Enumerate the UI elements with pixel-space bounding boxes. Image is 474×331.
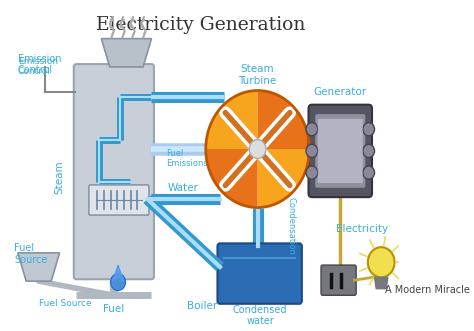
FancyBboxPatch shape: [89, 185, 149, 215]
Circle shape: [363, 144, 374, 158]
Text: Generator: Generator: [314, 87, 367, 97]
Text: A Modern Miracle: A Modern Miracle: [385, 285, 470, 295]
Wedge shape: [206, 90, 257, 149]
Circle shape: [363, 166, 374, 179]
Text: Fuel
Emissions: Fuel Emissions: [166, 149, 208, 168]
Polygon shape: [18, 253, 60, 281]
Wedge shape: [257, 90, 310, 149]
Text: Electricity Generation: Electricity Generation: [96, 16, 305, 34]
Polygon shape: [374, 277, 388, 289]
Circle shape: [306, 166, 318, 179]
Text: Condensed
water: Condensed water: [233, 305, 287, 326]
Text: Electricity: Electricity: [336, 224, 388, 234]
FancyBboxPatch shape: [318, 119, 363, 183]
FancyBboxPatch shape: [218, 243, 302, 304]
Text: Condensation: Condensation: [287, 197, 296, 256]
Polygon shape: [101, 39, 152, 67]
Text: Fuel: Fuel: [103, 304, 125, 314]
Wedge shape: [206, 149, 257, 208]
Circle shape: [110, 274, 126, 291]
Text: Steam
Turbine: Steam Turbine: [238, 64, 277, 86]
Text: Fuel
Source: Fuel Source: [15, 243, 48, 265]
FancyBboxPatch shape: [74, 64, 154, 279]
Text: Emission
Control: Emission Control: [18, 57, 58, 76]
Text: Steam: Steam: [55, 161, 64, 194]
Polygon shape: [112, 265, 124, 282]
Wedge shape: [257, 149, 310, 208]
Circle shape: [363, 122, 374, 136]
Text: Emission
Control: Emission Control: [18, 54, 61, 75]
Text: Fuel Source: Fuel Source: [39, 299, 91, 308]
FancyBboxPatch shape: [321, 265, 356, 295]
Circle shape: [306, 144, 318, 158]
Text: Water: Water: [167, 183, 198, 193]
Text: Boiler: Boiler: [187, 301, 217, 311]
FancyBboxPatch shape: [315, 114, 365, 188]
Circle shape: [368, 247, 394, 277]
Circle shape: [306, 122, 318, 136]
FancyBboxPatch shape: [309, 105, 372, 197]
Circle shape: [249, 140, 266, 159]
